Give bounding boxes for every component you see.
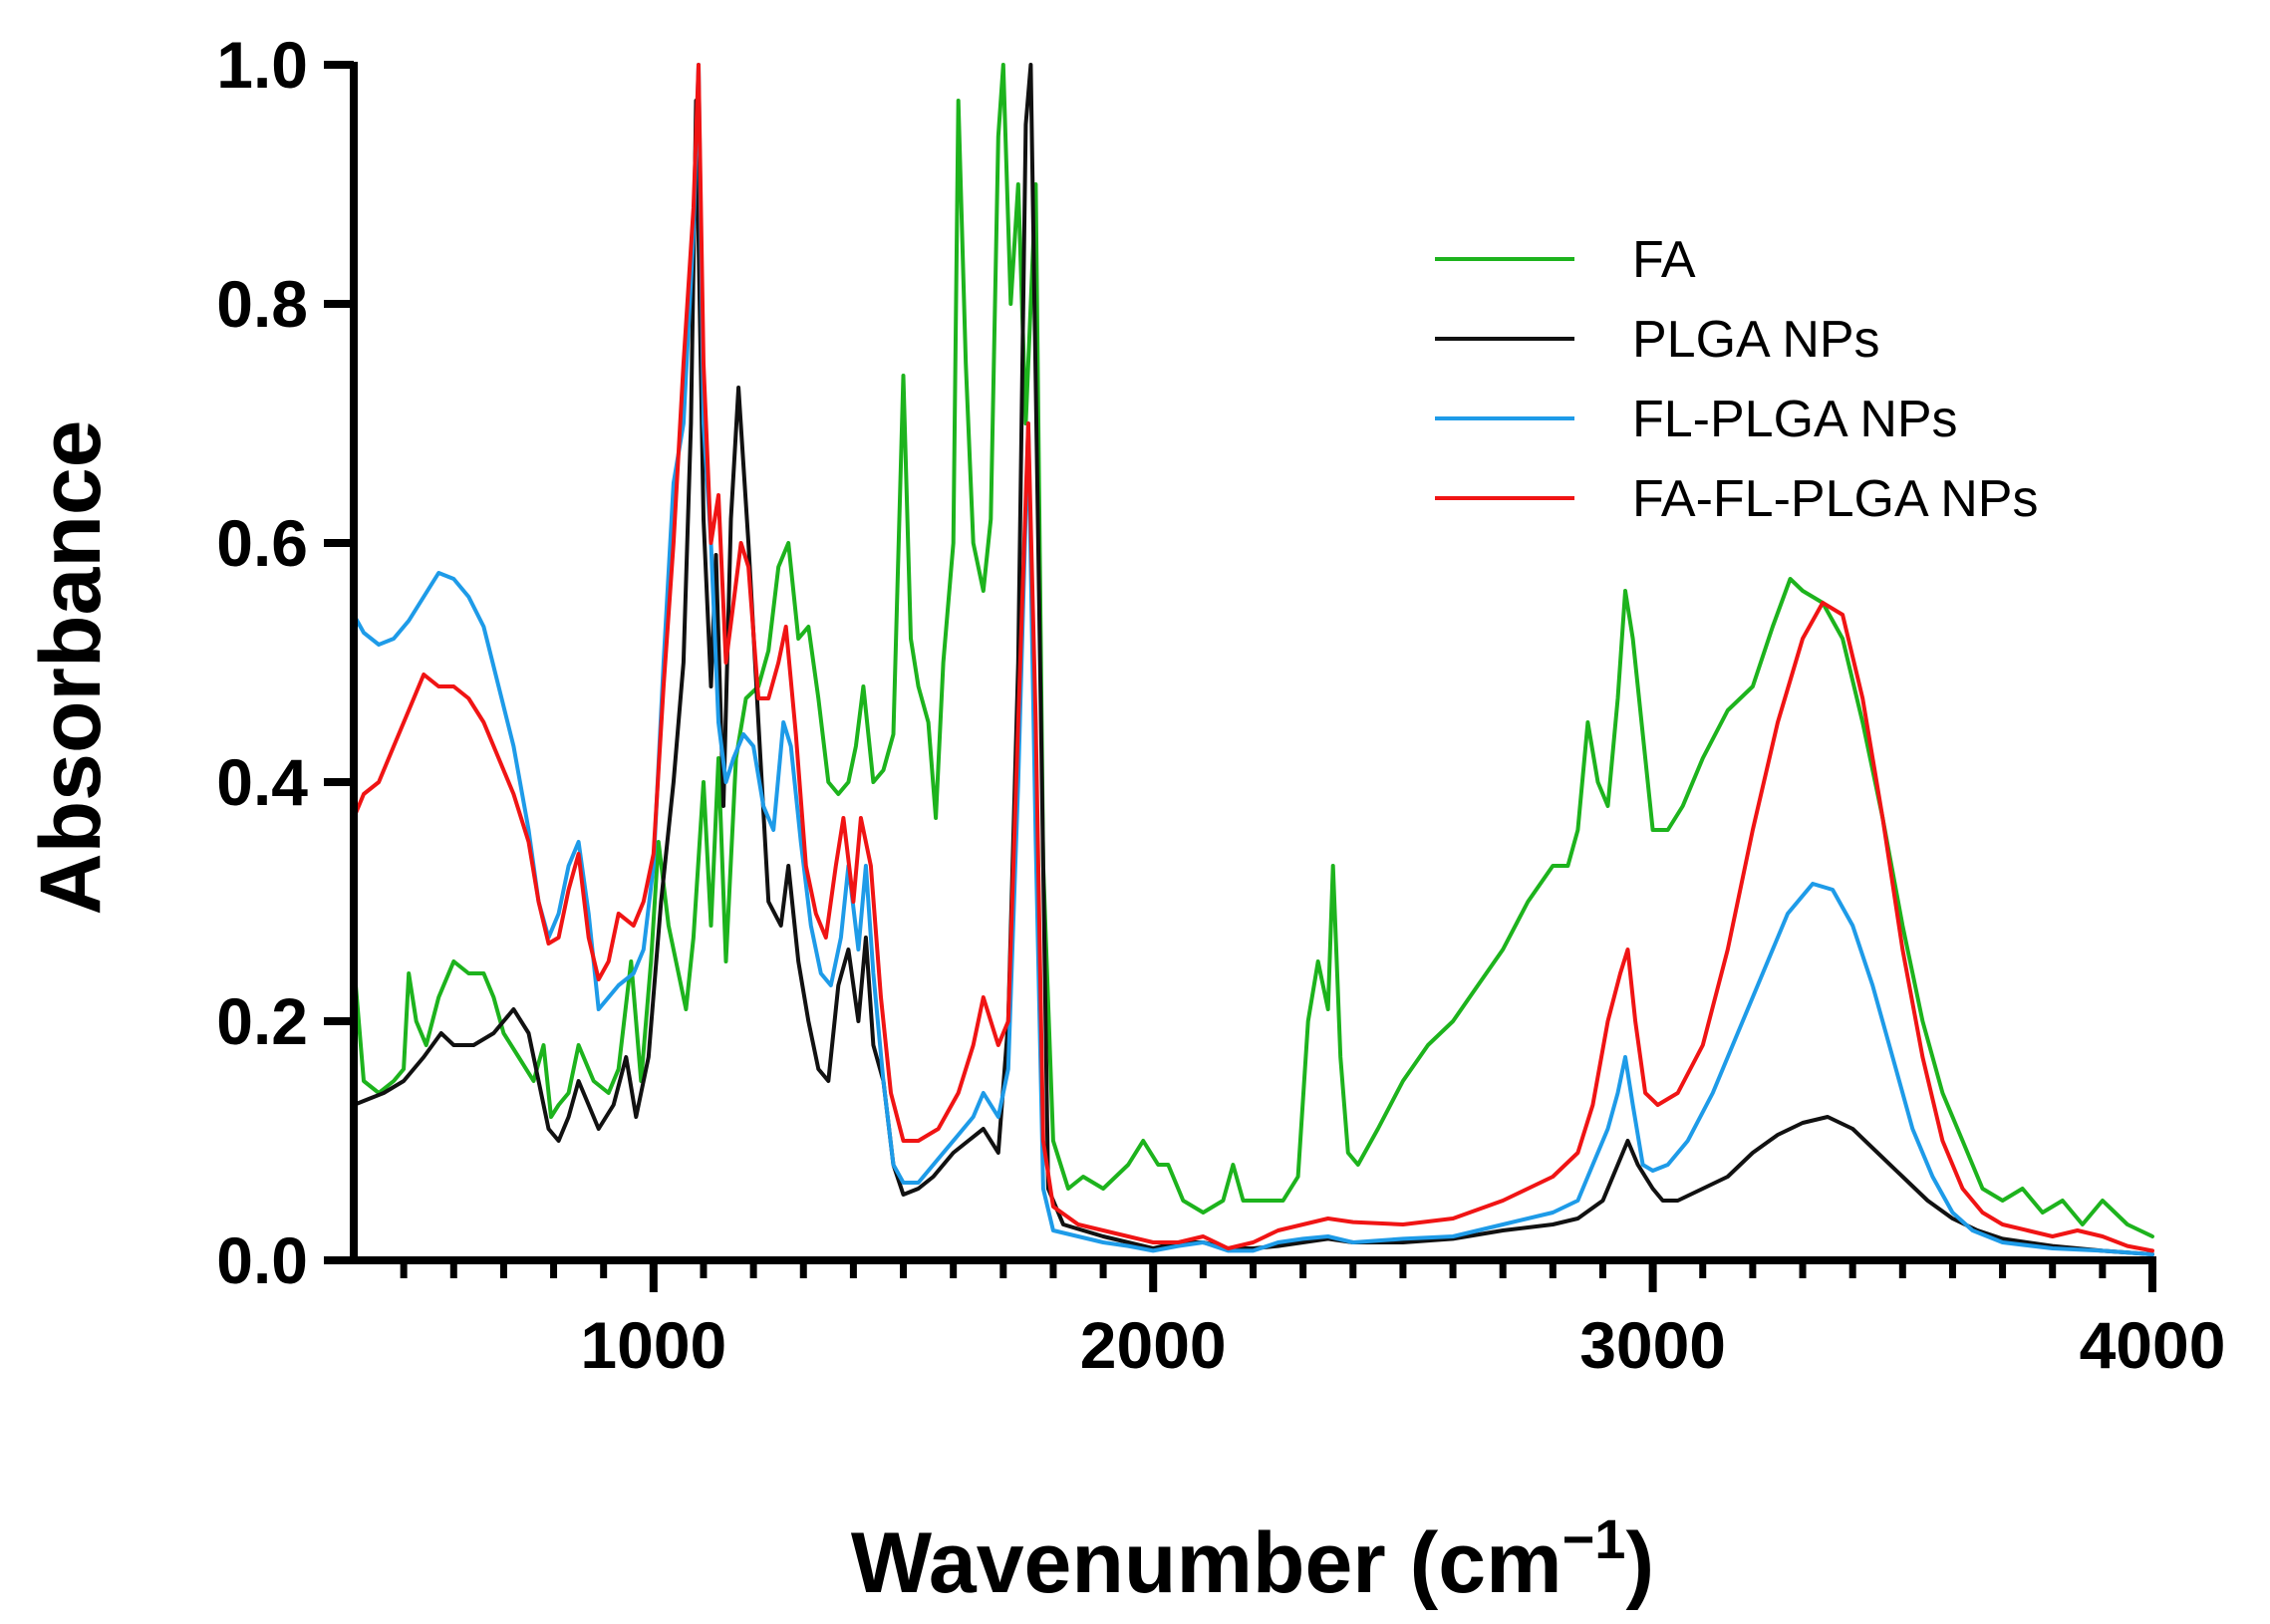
legend-label: PLGA NPs [1632,311,1880,369]
series-line-fa-fl-plga-nps [352,63,2154,1253]
series-layer [352,63,2154,1256]
legend-item-fa: FA [1435,231,1696,289]
y-tick-label: 1.0 [216,28,308,102]
legend-item-plga-nps: PLGA NPs [1435,311,1880,369]
x-tick-label: 1000 [580,1308,726,1382]
y-axis-title: Absorbance [23,419,119,915]
x-axis-title: Wavenumber (cm−1) [851,1507,1654,1611]
legend: FA PLGA NPs FL-PLGA NPs FA-FL-PLGA NPs [1435,231,2038,528]
series-line-fl-plga-nps [352,63,2154,1256]
y-tick-label: 0.8 [216,267,308,341]
series-line-plga-nps [352,63,2154,1256]
y-tick-label: 0.4 [216,745,308,819]
axes [324,61,2156,1292]
y-tick-label: 0.6 [216,506,308,580]
x-tick-label: 3000 [1579,1308,1726,1382]
x-axis-title-suffix: ) [1625,1515,1654,1611]
x-axis-title-main: Wavenumber (cm [851,1515,1562,1611]
legend-item-fa-fl-plga-nps: FA-FL-PLGA NPs [1435,470,2038,528]
x-tick-label: 2000 [1080,1308,1227,1382]
legend-item-fl-plga-nps: FL-PLGA NPs [1435,391,1958,448]
tick-labels: 0.0 0.2 0.4 0.6 0.8 1.0 1000 2000 3000 4000 [216,28,2225,1382]
y-tick-label: 0.2 [216,984,308,1058]
legend-label: FA-FL-PLGA NPs [1632,470,2038,528]
y-tick-label: 0.0 [216,1223,308,1297]
x-axis-title-superscript: −1 [1562,1507,1626,1570]
x-tick-label: 4000 [2080,1308,2226,1382]
legend-label: FL-PLGA NPs [1632,391,1958,448]
legend-label: FA [1632,231,1696,289]
